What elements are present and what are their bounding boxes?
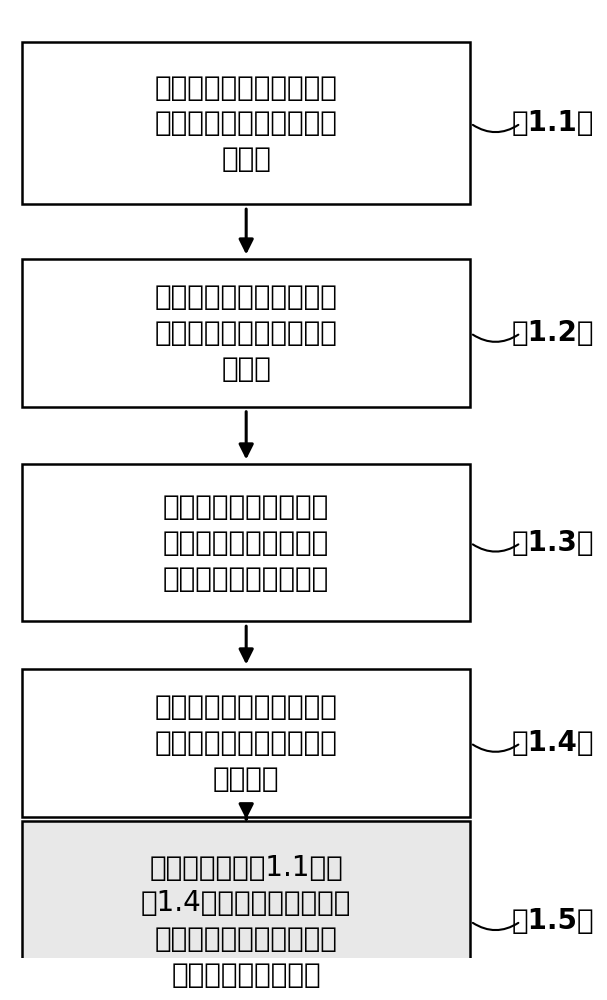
FancyBboxPatch shape [22, 259, 470, 407]
FancyBboxPatch shape [22, 464, 470, 621]
FancyBboxPatch shape [22, 669, 470, 817]
Text: （1.4）: （1.4） [512, 729, 594, 757]
Text: 判断待定位铀矿地质区域
的古气候否属于产铀古河
道古气候: 判断待定位铀矿地质区域 的古气候否属于产铀古河 道古气候 [155, 693, 337, 793]
Text: （1.5）: （1.5） [512, 907, 594, 935]
FancyBboxPatch shape [22, 821, 470, 1000]
Text: 判断待定位铀矿地质区域
的岩性是否属于产铀古河
道岩性: 判断待定位铀矿地质区域 的岩性是否属于产铀古河 道岩性 [155, 74, 337, 173]
Text: （1.1）: （1.1） [512, 109, 594, 137]
Text: （1.3）: （1.3） [512, 529, 594, 557]
Text: 判断待定位铀矿地质区域
的规模是否属于产铀古河
道规模: 判断待定位铀矿地质区域 的规模是否属于产铀古河 道规模 [155, 283, 337, 383]
Text: 如果上述步骤（1.1）～
（1.4）中的判断均为是，
则判断该待定位铀矿地质
区域属于产铀古河道: 如果上述步骤（1.1）～ （1.4）中的判断均为是， 则判断该待定位铀矿地质 区… [141, 854, 351, 989]
Text: （1.2）: （1.2） [512, 319, 594, 347]
Text: 判断待定位铀矿地质区
域的沉积间断期否属于
产铀古河道沉积间断期: 判断待定位铀矿地质区 域的沉积间断期否属于 产铀古河道沉积间断期 [163, 493, 330, 593]
FancyBboxPatch shape [22, 42, 470, 204]
